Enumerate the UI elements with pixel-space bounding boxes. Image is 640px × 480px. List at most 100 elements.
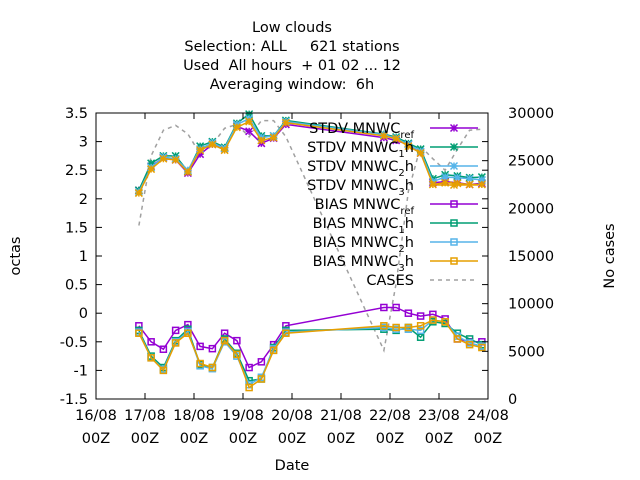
data-point [147,338,155,346]
data-point [196,342,204,351]
y-axis-label: octas [8,237,24,276]
legend-label: CASES [366,273,414,289]
x-tick-label: 20/08 [271,408,313,424]
y2-axis-label: No cases [602,223,618,288]
title-line: Averaging window: 6h [210,77,374,93]
y-tick-label: 2.5 [65,163,88,179]
data-point [232,123,241,132]
data-point [184,320,192,329]
x-tick-label: 00Z [131,431,159,447]
y-tick-label: 2 [79,192,88,208]
data-point [245,363,253,372]
x-tick-label: 17/08 [124,408,166,424]
data-point [450,257,458,265]
data-point [429,316,437,324]
legend-entry: STDV MNWCref [309,121,478,141]
data-point [233,336,241,345]
series-line [138,306,482,369]
data-point [135,329,143,337]
x-tick-label: 00Z [278,431,306,447]
data-point [220,336,229,345]
series-bias-mnwc-3h [135,316,486,392]
data-point [159,366,168,375]
legend-entry: CASES [366,273,478,289]
data-point [449,161,459,171]
data-point [449,180,459,190]
data-point [171,326,180,335]
legend-entry: BIAS MNWCref [315,197,478,217]
data-point [159,345,168,353]
data-point [478,343,486,352]
data-point [233,350,241,359]
y-tick-label: 0.5 [65,278,88,294]
x-axis-label: Date [275,458,310,474]
data-point [281,118,290,127]
data-point [245,117,254,126]
data-point [392,323,400,332]
legend-entry: STDV MNWC3h [307,178,478,198]
data-point [392,303,400,312]
x-tick-label: 19/08 [222,408,264,424]
data-point [269,133,278,142]
data-point [453,335,462,343]
title-line: Selection: ALL 621 stations [184,39,399,55]
data-point [257,136,266,145]
y2-tick-label: 0 [508,392,517,408]
legend-label: STDV MNWC2h [307,159,414,179]
legend-label: BIAS MNWC2h [313,235,414,255]
x-tick-label: 00Z [82,431,110,447]
data-point [404,142,413,151]
data-point [450,238,458,246]
cases-line [138,119,482,353]
data-point [257,375,266,383]
data-point [380,303,388,312]
data-point [282,329,290,337]
chart-title: Low clouds Selection: ALL 621 stations U… [183,20,401,93]
data-point [404,323,413,332]
data-point [171,339,180,347]
data-point [404,309,413,317]
y-tick-label: 3 [79,135,88,151]
x-tick-label: 24/08 [467,408,509,424]
y-tick-label: 3.5 [65,106,88,122]
legend-entry: STDV MNWC1h [307,140,478,160]
y2-tick-label: 30000 [508,106,554,122]
legend-label: STDV MNWCref [309,121,414,141]
data-point [450,200,458,208]
data-point [208,344,217,353]
legend-label: STDV MNWC3h [307,178,414,198]
data-point [147,354,155,362]
data-point [159,154,168,163]
data-point [196,146,205,155]
data-point [171,155,180,164]
data-point [441,318,449,326]
y2-tick-label: 20000 [508,201,554,217]
data-point [449,142,459,152]
data-point [208,363,217,372]
y2-tick-label: 10000 [508,297,554,313]
x-tick-label: 00Z [376,431,404,447]
legend-entry: BIAS MNWC1h [313,216,478,236]
legend-label: STDV MNWC1h [307,140,414,160]
legend-entry: BIAS MNWC2h [313,235,478,255]
data-point [416,312,425,320]
x-tick-label: 00Z [425,431,453,447]
series-bias-mnwc-ref [135,303,486,372]
title-line: Low clouds [252,20,332,36]
title-line: Used All hours + 01 02 ... 12 [183,58,401,74]
data-point [134,189,143,198]
x-tick-label: 00Z [474,431,502,447]
data-point [208,140,217,149]
legend-entry: STDV MNWC2h [307,159,478,179]
data-point [269,346,278,355]
y-tick-label: -0.5 [60,335,88,351]
data-point [416,326,425,335]
y2-tick-label: 15000 [508,249,554,265]
x-tick-label: 21/08 [320,408,362,424]
y-tick-label: 1.5 [65,220,88,236]
y-tick-label: -1.5 [60,392,88,408]
y-tick-label: 1 [79,249,88,265]
y-tick-label: 0 [79,306,88,322]
